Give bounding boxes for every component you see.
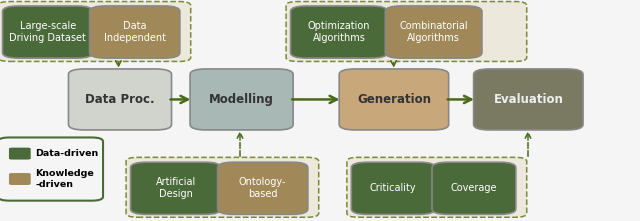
- Text: Combinatorial
Algorithms: Combinatorial Algorithms: [399, 21, 468, 43]
- FancyBboxPatch shape: [339, 69, 449, 130]
- Text: Knowledge
-driven: Knowledge -driven: [35, 169, 94, 189]
- Text: Criticality: Criticality: [370, 183, 417, 193]
- FancyBboxPatch shape: [218, 162, 308, 214]
- FancyBboxPatch shape: [126, 157, 319, 217]
- Text: Data-driven: Data-driven: [35, 149, 99, 158]
- FancyBboxPatch shape: [3, 6, 93, 58]
- FancyBboxPatch shape: [90, 6, 180, 58]
- Text: Large-scale
Driving Dataset: Large-scale Driving Dataset: [9, 21, 86, 43]
- Text: Data
Independent: Data Independent: [104, 21, 166, 43]
- Text: Generation: Generation: [357, 93, 431, 106]
- Text: Ontology-
based: Ontology- based: [239, 177, 287, 199]
- Text: Coverage: Coverage: [451, 183, 497, 193]
- FancyBboxPatch shape: [347, 157, 527, 217]
- FancyBboxPatch shape: [432, 162, 516, 214]
- FancyBboxPatch shape: [190, 69, 293, 130]
- FancyBboxPatch shape: [9, 173, 31, 185]
- Text: Data Proc.: Data Proc.: [85, 93, 155, 106]
- FancyBboxPatch shape: [68, 69, 172, 130]
- Text: Modelling: Modelling: [209, 93, 274, 106]
- FancyBboxPatch shape: [131, 162, 221, 214]
- FancyBboxPatch shape: [0, 137, 103, 201]
- Text: Artificial
Design: Artificial Design: [156, 177, 196, 199]
- FancyBboxPatch shape: [474, 69, 583, 130]
- FancyBboxPatch shape: [385, 6, 482, 58]
- FancyBboxPatch shape: [351, 162, 435, 214]
- Text: Evaluation: Evaluation: [493, 93, 563, 106]
- Text: Optimization
Algorithms: Optimization Algorithms: [308, 21, 370, 43]
- FancyBboxPatch shape: [291, 6, 387, 58]
- FancyBboxPatch shape: [0, 2, 191, 61]
- FancyBboxPatch shape: [9, 148, 31, 160]
- FancyBboxPatch shape: [286, 2, 527, 61]
